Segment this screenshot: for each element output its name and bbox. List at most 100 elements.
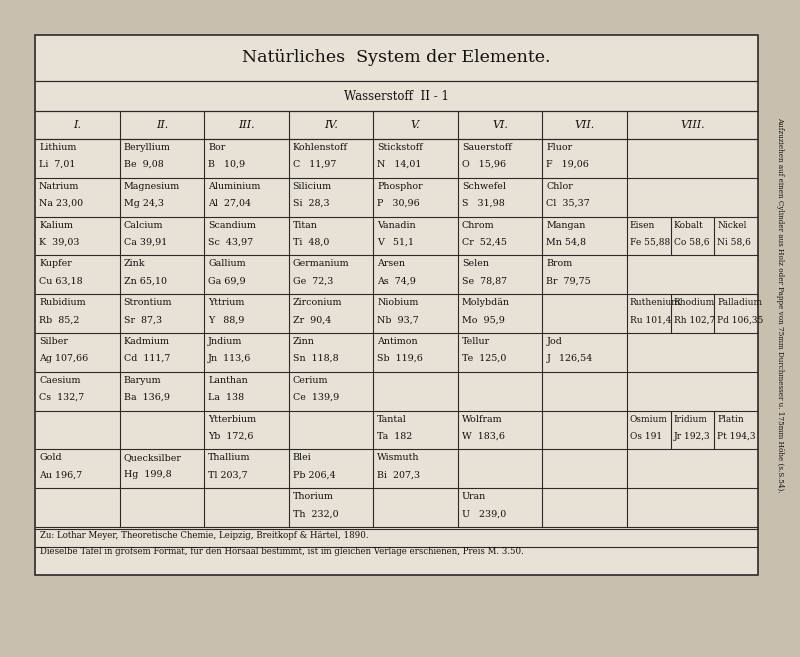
Text: Pd 106,35: Pd 106,35 xyxy=(718,315,764,325)
Text: Dieselbe Tafel in grofsem Format, für den Hörsaal bestimmt, ist im gleichen Verl: Dieselbe Tafel in grofsem Format, für de… xyxy=(40,547,524,556)
Text: Iridium: Iridium xyxy=(674,415,708,424)
Text: Quecksilber: Quecksilber xyxy=(123,453,182,463)
Text: Ni 58,6: Ni 58,6 xyxy=(718,238,751,247)
Text: Thallium: Thallium xyxy=(208,453,250,463)
Text: Magnesium: Magnesium xyxy=(123,182,180,191)
Text: Zinn: Zinn xyxy=(293,337,314,346)
Text: Br  79,75: Br 79,75 xyxy=(546,277,591,286)
Text: Wolfram: Wolfram xyxy=(462,415,502,424)
Text: Aluminium: Aluminium xyxy=(208,182,261,191)
Text: Schwefel: Schwefel xyxy=(462,182,506,191)
Text: V   51,1: V 51,1 xyxy=(378,238,414,246)
Text: Rh 102,7: Rh 102,7 xyxy=(674,315,715,325)
Text: Zink: Zink xyxy=(123,260,145,269)
Text: P   30,96: P 30,96 xyxy=(378,199,420,208)
Text: Natrium: Natrium xyxy=(39,182,79,191)
Text: Nickel: Nickel xyxy=(718,221,746,229)
Text: Ruthenium: Ruthenium xyxy=(630,298,681,307)
Text: Arsen: Arsen xyxy=(378,260,406,269)
Text: Aufzuziehen auf einen Cylinder aus Holz oder Pappe von 75mm Durchmesser u. 175mm: Aufzuziehen auf einen Cylinder aus Holz … xyxy=(776,117,784,493)
Text: Si  28,3: Si 28,3 xyxy=(293,199,330,208)
Text: Kupfer: Kupfer xyxy=(39,260,72,269)
Text: S   31,98: S 31,98 xyxy=(462,199,505,208)
Text: Selen: Selen xyxy=(462,260,489,269)
Text: Molybdän: Molybdän xyxy=(462,298,510,307)
Text: Baryum: Baryum xyxy=(123,376,161,385)
Bar xyxy=(35,35,758,575)
Text: J   126,54: J 126,54 xyxy=(546,354,593,363)
Text: Bi  207,3: Bi 207,3 xyxy=(378,470,420,480)
Text: Lanthan: Lanthan xyxy=(208,376,248,385)
Text: Gold: Gold xyxy=(39,453,62,463)
Text: Wasserstoff  II - 1: Wasserstoff II - 1 xyxy=(344,89,449,102)
Text: Cs  132,7: Cs 132,7 xyxy=(39,393,84,402)
Text: Osmium: Osmium xyxy=(630,415,668,424)
Text: C   11,97: C 11,97 xyxy=(293,160,336,169)
Text: Jn  113,6: Jn 113,6 xyxy=(208,354,251,363)
Text: Kadmium: Kadmium xyxy=(123,337,170,346)
Text: Niobium: Niobium xyxy=(378,298,418,307)
Text: Fe 55,88: Fe 55,88 xyxy=(630,238,670,247)
Text: Sb  119,6: Sb 119,6 xyxy=(378,354,423,363)
Text: Tellur: Tellur xyxy=(462,337,490,346)
Text: Caesium: Caesium xyxy=(39,376,81,385)
Text: Yttrium: Yttrium xyxy=(208,298,245,307)
Text: Platin: Platin xyxy=(718,415,744,424)
Text: Palladium: Palladium xyxy=(718,298,762,307)
Text: Y   88,9: Y 88,9 xyxy=(208,315,245,325)
Text: Cl  35,37: Cl 35,37 xyxy=(546,199,590,208)
Text: Tl 203,7: Tl 203,7 xyxy=(208,470,248,480)
Text: K  39,03: K 39,03 xyxy=(39,238,79,246)
Text: Jr 192,3: Jr 192,3 xyxy=(674,432,710,441)
Text: Blei: Blei xyxy=(293,453,311,463)
Text: Sr  87,3: Sr 87,3 xyxy=(123,315,162,325)
Text: VII.: VII. xyxy=(574,120,594,130)
Text: Al  27,04: Al 27,04 xyxy=(208,199,251,208)
Text: Yb  172,6: Yb 172,6 xyxy=(208,432,254,441)
Text: Silicium: Silicium xyxy=(293,182,332,191)
Text: Ru 101,4: Ru 101,4 xyxy=(630,315,671,325)
Text: Rhodium: Rhodium xyxy=(674,298,715,307)
Text: VI.: VI. xyxy=(492,120,508,130)
Text: III.: III. xyxy=(238,120,254,130)
Text: W  183,6: W 183,6 xyxy=(462,432,505,441)
Text: Lithium: Lithium xyxy=(39,143,76,152)
Text: Co 58,6: Co 58,6 xyxy=(674,238,709,247)
Text: Pb 206,4: Pb 206,4 xyxy=(293,470,335,480)
Text: Se  78,87: Se 78,87 xyxy=(462,277,507,286)
Text: Ca 39,91: Ca 39,91 xyxy=(123,238,167,246)
Text: Kobalt: Kobalt xyxy=(674,221,703,229)
Text: Strontium: Strontium xyxy=(123,298,172,307)
Text: Beryllium: Beryllium xyxy=(123,143,170,152)
Text: N   14,01: N 14,01 xyxy=(378,160,422,169)
Text: Ba  136,9: Ba 136,9 xyxy=(123,393,170,402)
Text: Sn  118,8: Sn 118,8 xyxy=(293,354,338,363)
Text: Rubidium: Rubidium xyxy=(39,298,86,307)
Text: Gallium: Gallium xyxy=(208,260,246,269)
Text: Vanadin: Vanadin xyxy=(378,221,416,229)
Text: Hg  199,8: Hg 199,8 xyxy=(123,470,171,480)
Text: Cd  111,7: Cd 111,7 xyxy=(123,354,170,363)
Text: Thorium: Thorium xyxy=(293,492,334,501)
Text: IV.: IV. xyxy=(324,120,338,130)
Text: Jod: Jod xyxy=(546,337,562,346)
Text: Sauerstoff: Sauerstoff xyxy=(462,143,511,152)
Text: Wismuth: Wismuth xyxy=(378,453,420,463)
Text: Ti  48,0: Ti 48,0 xyxy=(293,238,329,246)
Text: Jndium: Jndium xyxy=(208,337,242,346)
Text: Titan: Titan xyxy=(293,221,318,229)
Text: Sc  43,97: Sc 43,97 xyxy=(208,238,254,246)
Text: Rb  85,2: Rb 85,2 xyxy=(39,315,79,325)
Text: Ta  182: Ta 182 xyxy=(378,432,413,441)
Text: Eisen: Eisen xyxy=(630,221,655,229)
Text: Os 191: Os 191 xyxy=(630,432,662,441)
Text: Mn 54,8: Mn 54,8 xyxy=(546,238,586,246)
Text: Na 23,00: Na 23,00 xyxy=(39,199,83,208)
Text: Cu 63,18: Cu 63,18 xyxy=(39,277,82,286)
Text: Ag 107,66: Ag 107,66 xyxy=(39,354,88,363)
Text: O   15,96: O 15,96 xyxy=(462,160,506,169)
Text: Germanium: Germanium xyxy=(293,260,350,269)
Text: VIII.: VIII. xyxy=(680,120,705,130)
Text: Antimon: Antimon xyxy=(378,337,418,346)
Text: Chrom: Chrom xyxy=(462,221,494,229)
